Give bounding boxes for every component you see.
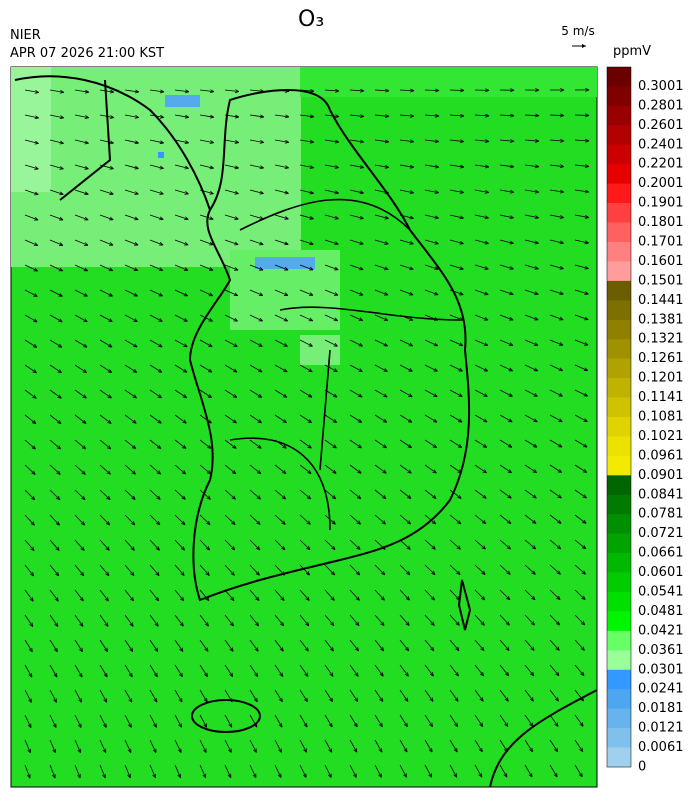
colorbar-swatch	[607, 339, 631, 359]
colorbar-label: 0.1201	[638, 371, 684, 386]
colorbar-label: 0.2601	[638, 118, 684, 133]
colorbar-label: 0.1601	[638, 254, 684, 269]
colorbar-label: 0.1261	[638, 351, 684, 366]
colorbar-label: 0.1501	[638, 273, 684, 288]
colorbar-swatch	[607, 689, 631, 709]
colorbar-label: 0.3001	[638, 79, 684, 94]
colorbar-swatch	[607, 495, 631, 515]
colorbar-label: 0.0301	[638, 662, 684, 677]
colorbar-swatch	[607, 398, 631, 418]
colorbar-label: 0.1901	[638, 196, 684, 211]
colorbar-swatch	[607, 514, 631, 534]
agency: NIER	[10, 28, 41, 43]
colorbar-swatch	[607, 728, 631, 748]
low-region	[165, 95, 200, 107]
colorbar-swatch	[607, 261, 631, 281]
light-region	[11, 67, 51, 192]
colorbar-label: 0.0661	[638, 546, 684, 561]
colorbar-unit: ppmV	[613, 44, 651, 59]
colorbar-swatch	[607, 145, 631, 165]
colorbar-swatch	[607, 436, 631, 456]
colorbar-swatch	[607, 242, 631, 262]
colorbar-label: 0.1441	[638, 293, 684, 308]
low-region	[158, 152, 164, 158]
colorbar-swatch	[607, 300, 631, 320]
colorbar-label: 0.1701	[638, 235, 684, 250]
colorbar-swatch	[607, 184, 631, 204]
colorbar-label: 0.0541	[638, 585, 684, 600]
wind-arrow	[550, 115, 564, 116]
colorbar-label: 0.0961	[638, 448, 684, 463]
colorbar-label: 0.1141	[638, 390, 684, 405]
colorbar-label: 0.2401	[638, 137, 684, 152]
colorbar-swatch	[607, 106, 631, 126]
colorbar-swatch	[607, 320, 631, 340]
colorbar-swatch	[607, 611, 631, 631]
colorbar-swatch	[607, 164, 631, 184]
colorbar-label: 0.2001	[638, 176, 684, 191]
colorbar-swatch	[607, 125, 631, 145]
colorbar-label: 0.0901	[638, 468, 684, 483]
colorbar-swatch	[607, 456, 631, 476]
wind-scale-label: 5 m/s	[561, 24, 594, 38]
datetime: APR 07 2026 21:00 KST	[10, 46, 164, 61]
colorbar-label: 0.0421	[638, 623, 684, 638]
colorbar-label: 0.0781	[638, 507, 684, 522]
light-region	[300, 67, 597, 97]
colorbar-swatch	[607, 203, 631, 223]
colorbar-label: 0.1381	[638, 312, 684, 327]
light-region	[300, 335, 340, 365]
colorbar-label: 0.0601	[638, 565, 684, 580]
title: O₃	[298, 7, 324, 32]
colorbar-swatch	[607, 534, 631, 554]
colorbar-label: 0.1021	[638, 429, 684, 444]
colorbar-swatch	[607, 417, 631, 437]
colorbar-label: 0.1321	[638, 332, 684, 347]
colorbar-label: 0.1801	[638, 215, 684, 230]
colorbar-swatch	[607, 748, 631, 768]
colorbar: 0.3001 0.2801 0.2601 0.2401 0.2201 0.2001 0.19…	[607, 67, 684, 775]
wind-scale-arrow-head	[582, 44, 586, 48]
colorbar-swatch	[607, 281, 631, 301]
colorbar-swatch	[607, 670, 631, 690]
colorbar-label: 0.0361	[638, 643, 684, 658]
colorbar-label: 0.0241	[638, 682, 684, 697]
map	[11, 67, 597, 787]
colorbar-label: 0.2201	[638, 157, 684, 172]
colorbar-label: 0.2801	[638, 98, 684, 113]
colorbar-swatch	[607, 67, 631, 87]
colorbar-label: 0.1081	[638, 410, 684, 425]
colorbar-swatch	[607, 86, 631, 106]
colorbar-swatch	[607, 359, 631, 379]
colorbar-swatch	[607, 223, 631, 243]
colorbar-label: 0.0061	[638, 740, 684, 755]
colorbar-swatch	[607, 631, 631, 651]
colorbar-swatch	[607, 709, 631, 729]
colorbar-label: 0.0481	[638, 604, 684, 619]
colorbar-swatch	[607, 553, 631, 573]
colorbar-label: 0.0841	[638, 487, 684, 502]
colorbar-swatch	[607, 378, 631, 398]
colorbar-swatch	[607, 573, 631, 593]
colorbar-swatch	[607, 650, 631, 670]
colorbar-label: 0.0721	[638, 526, 684, 541]
colorbar-label: 0.0121	[638, 721, 684, 736]
colorbar-label: 0	[638, 760, 646, 775]
colorbar-swatch	[607, 475, 631, 495]
colorbar-swatch	[607, 592, 631, 612]
colorbar-label: 0.0181	[638, 701, 684, 716]
